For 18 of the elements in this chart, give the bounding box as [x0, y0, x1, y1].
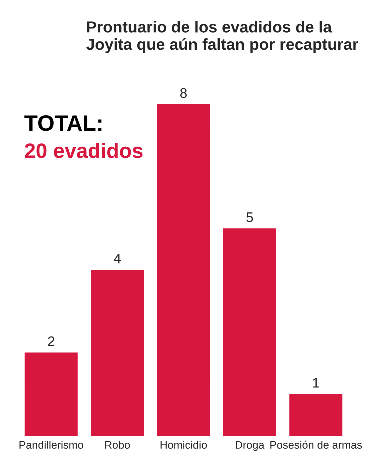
bar: [223, 228, 276, 436]
data-label: 8: [180, 88, 188, 98]
bar: [91, 270, 144, 436]
annotation: TOTAL:: [24, 115, 102, 132]
chart-title: Prontuario de los evadidos de la Joyita que aún faltan por recapturar: [86, 21, 358, 54]
data-label: 2: [48, 336, 55, 346]
data-label: 1: [313, 378, 320, 388]
x-tick-label: Posesión de armas: [270, 440, 362, 449]
bar: [290, 394, 343, 436]
x-tick-label: Robo: [106, 441, 130, 449]
x-tick-label: Homicidio: [160, 441, 208, 449]
bar: [157, 104, 210, 436]
x-tick-label: Droga: [236, 441, 265, 452]
bar: [24, 352, 78, 436]
data-label: 5: [246, 212, 254, 222]
data-label: 4: [114, 254, 122, 264]
annotation: 20 evadidos: [25, 143, 143, 158]
x-tick-label: Pandillerismo: [20, 441, 84, 449]
